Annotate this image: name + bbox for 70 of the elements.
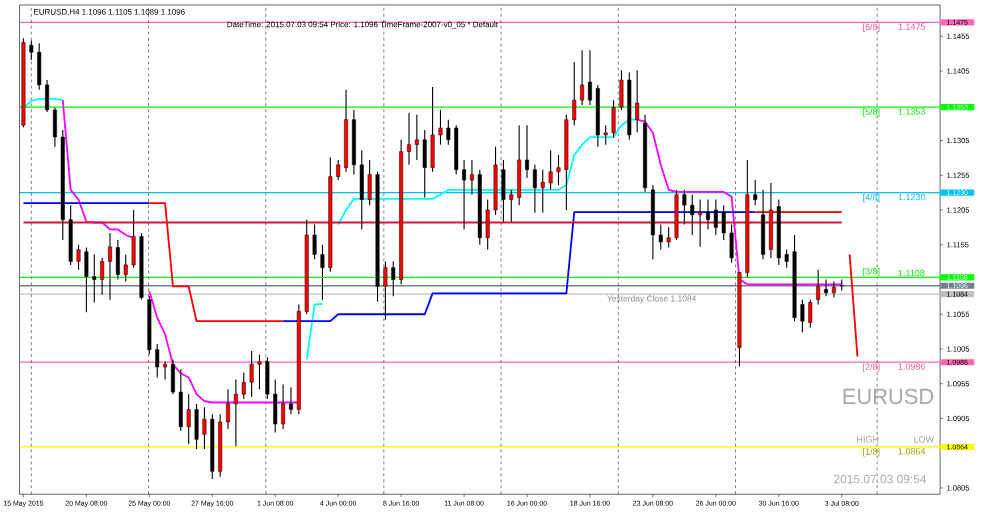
candlestick: [233, 378, 238, 447]
candlestick: [816, 269, 821, 305]
candlestick: [469, 159, 474, 196]
candlestick: [800, 299, 805, 333]
candlestick: [713, 198, 718, 236]
candlestick: [784, 248, 789, 269]
candlestick: [839, 278, 844, 292]
annotation: [5/8]: [863, 108, 880, 117]
candlestick: [100, 257, 105, 296]
candlestick: [690, 194, 695, 236]
candlestick: [635, 69, 640, 133]
candlestick: [446, 119, 451, 146]
candlestick: [532, 164, 537, 214]
candlestick: [76, 244, 81, 271]
annotation: [1/8]: [863, 448, 880, 457]
annotation: [4/8]: [863, 193, 880, 203]
candlestick: [682, 189, 687, 226]
candlestick: [666, 226, 671, 248]
candlestick: [226, 388, 231, 430]
candlestick: [92, 253, 97, 303]
candlestick: [462, 159, 467, 230]
ref-line-label: Yesterday Close 1.1084: [607, 295, 697, 304]
candlestick: [312, 223, 317, 260]
candlestick: [320, 244, 325, 301]
candlestick: [808, 299, 813, 328]
candlestick: [540, 169, 545, 214]
annotation: [2/8]: [863, 363, 880, 372]
candlestick: [123, 253, 128, 283]
candlestick: [548, 149, 553, 191]
candlestick: [186, 393, 191, 445]
candlestick: [407, 112, 411, 166]
candlestick: [706, 198, 710, 230]
candlestick: [698, 198, 703, 248]
candlestick: [336, 159, 341, 181]
candlestick: [824, 278, 828, 297]
candlestick: [281, 383, 286, 430]
annotation: LOW: [914, 436, 934, 443]
candlestick: [603, 124, 608, 146]
candlestick: [721, 204, 726, 241]
annotation: 2015.07.03 09:54: [834, 474, 927, 484]
candlestick: [658, 223, 663, 251]
candlestick: [414, 114, 419, 161]
annotation: 1.0986: [898, 363, 926, 370]
annotation: 1.1230: [898, 193, 926, 201]
candlestick: [753, 179, 758, 206]
candlestick: [241, 371, 246, 400]
annotation: 1.0864: [898, 448, 926, 455]
candlestick: [438, 109, 443, 146]
candlestick: [163, 360, 168, 381]
annotation: 1.1108: [898, 269, 925, 277]
candlestick: [572, 61, 577, 126]
candlestick: [509, 189, 514, 223]
candlestick: [202, 406, 207, 450]
candlestick: [831, 280, 836, 299]
candlestick: [155, 343, 160, 378]
candlestick: [108, 232, 112, 301]
candlestick: [288, 386, 293, 415]
candlestick: [580, 49, 585, 106]
candlestick: [525, 124, 529, 179]
candlestick: [587, 49, 592, 106]
annotation: HIGH: [857, 436, 879, 443]
annotation: 1.1475: [898, 23, 926, 30]
annotation: [3/8]: [863, 267, 880, 277]
candlestick: [257, 353, 262, 390]
candlestick: [391, 260, 396, 297]
annotation: [6/8]: [863, 23, 880, 32]
candlestick: [249, 350, 254, 398]
candlestick: [556, 154, 561, 186]
annotation: EURUSD: [843, 388, 934, 405]
annotation: 1.1353: [898, 108, 926, 115]
